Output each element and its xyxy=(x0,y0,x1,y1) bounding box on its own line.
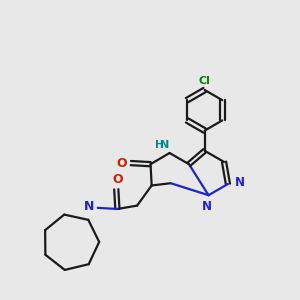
Text: H: H xyxy=(155,140,164,150)
Text: N: N xyxy=(84,200,94,214)
Text: O: O xyxy=(117,157,127,169)
Text: Cl: Cl xyxy=(199,76,211,85)
Text: N: N xyxy=(202,200,212,213)
Text: N: N xyxy=(235,176,244,189)
Text: O: O xyxy=(112,173,123,186)
Text: N: N xyxy=(160,140,169,150)
